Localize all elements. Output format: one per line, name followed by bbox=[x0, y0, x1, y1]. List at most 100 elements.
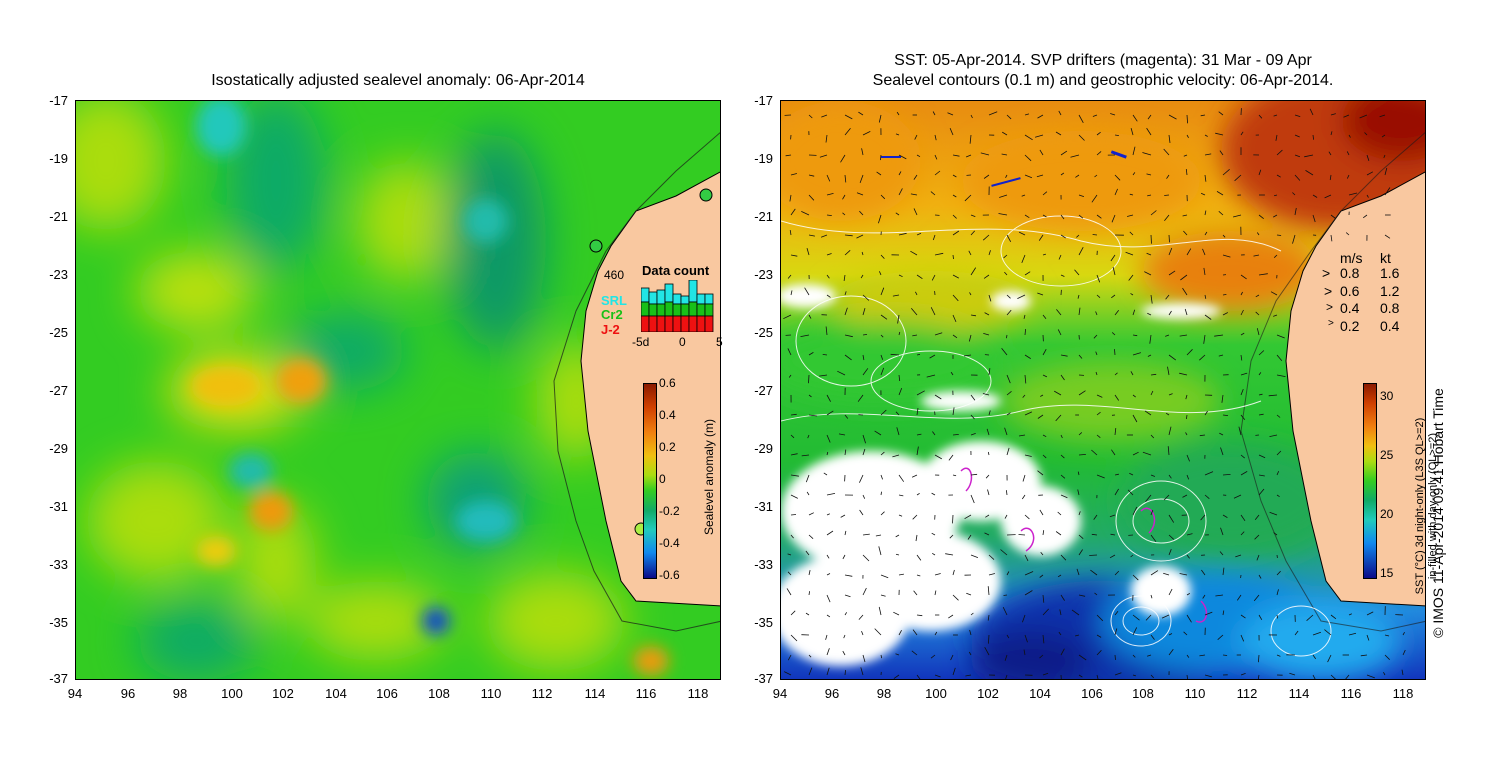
velocity-arrow bbox=[1292, 234, 1296, 244]
legend-header-kt: kt bbox=[1380, 250, 1391, 266]
velocity-arrow bbox=[1037, 292, 1044, 296]
velocity-arrow bbox=[1240, 454, 1245, 459]
lon-tick: 106 bbox=[376, 686, 398, 701]
velocity-arrow bbox=[1222, 567, 1225, 576]
velocity-arrow bbox=[844, 574, 853, 577]
velocity-arrow bbox=[880, 409, 887, 416]
lon-tick: 96 bbox=[120, 686, 136, 701]
velocity-arrow bbox=[1057, 511, 1062, 516]
velocity-arrow bbox=[984, 647, 990, 656]
velocity-arrow bbox=[1186, 248, 1192, 256]
velocity-arrow bbox=[952, 434, 959, 436]
velocity-arrow bbox=[862, 434, 866, 444]
velocity-arrow bbox=[1132, 506, 1138, 516]
velocity-arrow bbox=[1001, 153, 1008, 156]
velocity-arrow bbox=[1132, 627, 1138, 636]
velocity-arrow bbox=[1042, 374, 1048, 378]
velocity-arrow bbox=[1186, 349, 1193, 356]
velocity-arrow bbox=[1184, 308, 1188, 316]
velocity-arrow bbox=[1076, 234, 1080, 238]
velocity-arrow bbox=[880, 474, 883, 480]
velocity-arrow bbox=[1273, 254, 1278, 258]
velocity-arrow bbox=[1273, 532, 1278, 536]
velocity-arrow bbox=[916, 554, 922, 561]
velocity-arrow bbox=[880, 511, 885, 516]
velocity-arrow bbox=[1402, 632, 1405, 636]
velocity-arrow bbox=[879, 271, 882, 276]
velocity-arrow bbox=[982, 393, 990, 396]
velocity-arrow bbox=[1294, 114, 1301, 117]
velocity-arrow bbox=[838, 433, 846, 436]
velocity-arrow bbox=[1204, 471, 1214, 476]
lon-tick: 110 bbox=[1184, 686, 1206, 701]
velocity-arrow bbox=[1093, 334, 1098, 339]
velocity-arrow bbox=[1258, 114, 1263, 119]
velocity-arrow bbox=[1060, 354, 1068, 357]
cb-tick: 30 bbox=[1380, 389, 1394, 403]
velocity-arrow bbox=[1253, 594, 1260, 602]
velocity-arrow bbox=[1186, 474, 1190, 480]
velocity-arrow bbox=[1222, 312, 1228, 316]
arrow-08-icon: > bbox=[1322, 265, 1331, 281]
velocity-arrow bbox=[842, 554, 846, 560]
velocity-arrow bbox=[1348, 632, 1357, 636]
velocity-arrow bbox=[1258, 372, 1262, 376]
velocity-arrow bbox=[1129, 472, 1134, 476]
velocity-arrow bbox=[842, 650, 846, 656]
velocity-arrow bbox=[1312, 654, 1317, 660]
velocity-arrow bbox=[1218, 210, 1224, 216]
velocity-arrow bbox=[1109, 514, 1116, 518]
velocity-arrow bbox=[1186, 674, 1189, 679]
velocity-arrow bbox=[896, 427, 900, 436]
velocity-arrow bbox=[1109, 554, 1116, 559]
velocity-arrow bbox=[1076, 568, 1080, 576]
lon-tick: 102 bbox=[272, 686, 294, 701]
velocity-arrow bbox=[826, 174, 831, 182]
velocity-arrow bbox=[808, 314, 812, 319]
velocity-arrow bbox=[856, 234, 864, 239]
velocity-arrow bbox=[1168, 247, 1173, 256]
velocity-arrow bbox=[880, 194, 886, 200]
velocity-arrow bbox=[970, 494, 975, 504]
legend-ms: 0.4 bbox=[1340, 300, 1360, 316]
velocity-arrow bbox=[1240, 372, 1248, 376]
velocity-arrow bbox=[916, 390, 925, 396]
velocity-arrow bbox=[1258, 350, 1265, 356]
velocity-arrow bbox=[878, 114, 882, 123]
lon-tick: 94 bbox=[772, 686, 788, 701]
velocity-arrow bbox=[1164, 194, 1170, 196]
velocity-arrow bbox=[1071, 609, 1080, 616]
velocity-arrow bbox=[913, 590, 918, 596]
velocity-arrow bbox=[1060, 234, 1067, 239]
velocity-arrow bbox=[969, 134, 972, 144]
velocity-arrow bbox=[1402, 649, 1406, 656]
velocity-arrow bbox=[826, 573, 831, 576]
velocity-arrow bbox=[1145, 614, 1152, 621]
velocity-arrow bbox=[1039, 574, 1044, 578]
source-cr2: Cr2 bbox=[601, 307, 623, 322]
velocity-arrow bbox=[806, 247, 810, 256]
velocity-arrow bbox=[1199, 354, 1206, 361]
lat-tick: -19 bbox=[49, 151, 68, 166]
velocity-arrow bbox=[862, 294, 870, 301]
velocity-arrow bbox=[1132, 574, 1139, 581]
velocity-arrow bbox=[1132, 172, 1136, 176]
velocity-arrow bbox=[1042, 214, 1047, 218]
velocity-arrow bbox=[1276, 414, 1281, 418]
velocity-arrow bbox=[808, 654, 812, 658]
velocity-arrow bbox=[1021, 254, 1026, 264]
velocity-arrow bbox=[840, 514, 846, 518]
velocity-arrow bbox=[844, 670, 846, 676]
velocity-arrow bbox=[1294, 134, 1300, 138]
velocity-arrow bbox=[1309, 108, 1314, 116]
velocity-arrow bbox=[1236, 594, 1242, 601]
velocity-arrow bbox=[1006, 294, 1011, 299]
velocity-arrow bbox=[1036, 174, 1044, 178]
dc-tick: -5d bbox=[632, 335, 650, 349]
velocity-arrow bbox=[1179, 334, 1188, 337]
velocity-arrow bbox=[1346, 151, 1350, 156]
velocity-arrow bbox=[862, 368, 869, 376]
velocity-arrow bbox=[1078, 511, 1081, 516]
velocity-arrow bbox=[880, 654, 883, 659]
velocity-arrow bbox=[805, 474, 810, 483]
